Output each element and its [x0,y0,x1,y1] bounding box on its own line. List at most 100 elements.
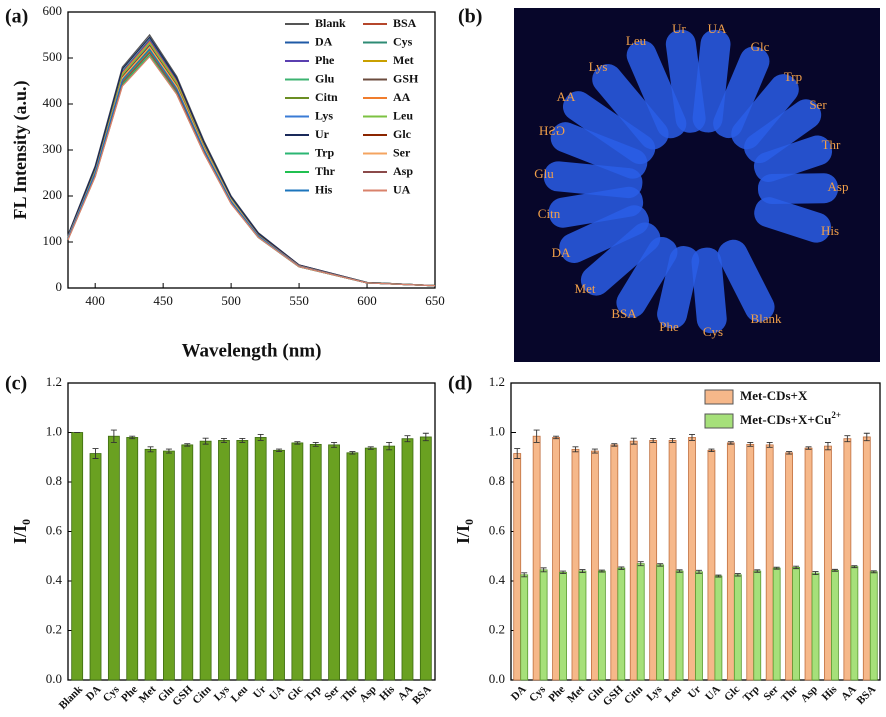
bar [273,449,285,681]
bar [733,574,742,681]
y-axis-label: I/I0 [10,519,33,544]
series-line [67,36,436,287]
y-tick-label: 600 [43,3,63,18]
error-bar [637,561,644,567]
x-tick-label: Asp [798,683,819,704]
error-bar [773,566,780,570]
y-tick-label: 400 [43,95,63,110]
bar [831,569,839,681]
error-bar [766,441,773,448]
tube-label: Cys [703,324,723,339]
error-bar [239,437,246,443]
y-tick-label: 1.2 [489,374,505,389]
tube [592,64,669,150]
error-bar [727,441,734,445]
error-bar [734,573,741,577]
bar [772,567,781,681]
tube-label: Glc [751,39,770,54]
legend-label: Ur [315,127,330,141]
bar [520,574,529,681]
x-tick-label: DA [84,683,104,703]
error-bar [367,446,374,450]
bar [843,438,852,681]
error-bar [824,441,831,451]
bar [71,432,84,681]
legend-label: Lys [315,108,333,122]
plot-frame [67,382,436,681]
tube-label: UA [708,21,727,36]
y-tick-label: 100 [43,233,63,248]
tube-label: Asp [828,179,849,194]
tube [657,246,700,329]
error-bar [560,570,567,575]
bar [617,567,626,681]
x-tick-label: Citn [190,683,213,706]
tube [731,74,799,150]
x-tick-label: 500 [221,293,241,308]
tube [559,205,650,264]
x-tick-label: Trp [741,683,762,704]
x-tick-label: Thr [339,683,361,705]
tube [580,222,661,296]
tube [616,237,678,318]
bar [346,452,359,681]
error-bar [851,565,858,569]
y-axis-label-main: I/I [10,525,30,544]
series-line [67,51,436,287]
bar [636,563,645,681]
x-tick-label: 450 [153,293,173,308]
error-bar [331,441,338,448]
tube [626,40,687,139]
error-bar [844,435,851,443]
legend-label: Asp [393,164,413,178]
x-tick-label: 650 [425,293,445,308]
x-tick-label: Citn [622,683,645,706]
y-tick-label: 0.2 [489,621,505,636]
legend-label: Thr [315,164,336,178]
bar [591,450,599,681]
y-tick-label: 200 [43,187,63,202]
y-tick-label: 0.4 [489,572,506,587]
plot-frame [67,11,436,289]
tube-label: Leu [626,33,647,48]
legend-label-sup: 2+ [831,410,841,420]
error-bar [276,448,283,453]
tube-label: His [821,223,839,238]
error-bar [579,569,586,574]
legend-label: Blank [315,16,346,30]
error-bar [870,570,877,574]
legend-label: DA [315,34,333,48]
error-bar [786,451,793,455]
bar [597,570,606,681]
error-bar [747,441,754,447]
x-tick-label: Blank [57,683,86,712]
y-tick-label: 0.0 [46,671,62,686]
legend-label: Met-CDs+X+Cu2+ [740,410,841,427]
bar [707,449,716,681]
bar [181,444,194,681]
panel-label: (b) [458,6,482,28]
tube-label: Met [575,281,596,296]
error-bar [129,435,136,440]
x-tick-label: UA [267,683,287,703]
tube [757,173,839,204]
error-bar [618,566,625,570]
bar [668,440,677,681]
tube-label: Trp [784,69,802,84]
bar [824,445,832,681]
tube [754,197,831,243]
error-bar [708,448,715,453]
x-tick-label: Lys [644,683,665,704]
legend-label: UA [393,182,411,196]
x-tick-label: Ser [761,683,781,703]
error-bar [630,437,637,445]
x-tick-label: UA [703,683,723,703]
y-tick-label: 0.2 [46,621,62,636]
x-tick-label: Asp [357,683,378,704]
tube-label: Glu [534,166,554,181]
legend-swatch [704,389,734,405]
error-bar [294,441,301,445]
error-bar [669,437,676,443]
x-tick-label: Cys [527,683,549,705]
